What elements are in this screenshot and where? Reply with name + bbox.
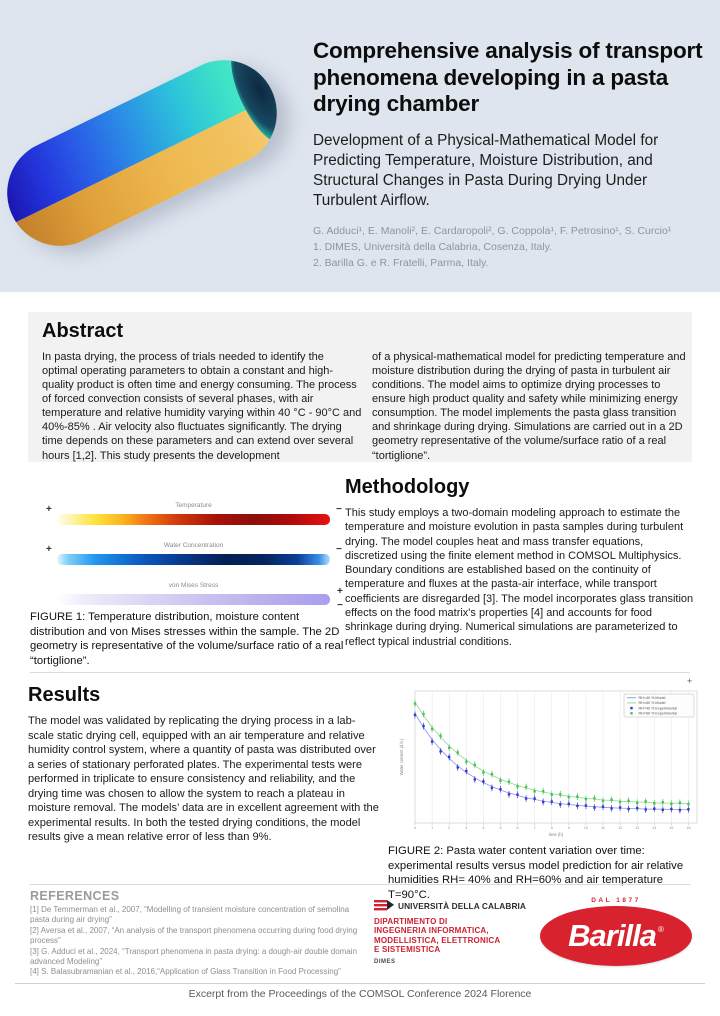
figure2-chart: 0 1 2 3 4 5 6 7 8 9 10 11 12 13 14 15 16 time (h) Water co… xyxy=(398,686,702,838)
abstract-heading: Abstract xyxy=(42,320,124,342)
svg-text:0: 0 xyxy=(414,826,416,830)
reference-item: [4] S. Balasubramanian et al., 2016,“App… xyxy=(30,967,341,977)
minus-sign: − xyxy=(336,504,342,515)
svg-text:11: 11 xyxy=(601,826,605,830)
svg-text:RH=40 % Experimental: RH=40 % Experimental xyxy=(639,706,678,710)
unical-logo-icon xyxy=(374,900,394,911)
figure1-colorbars: Temperature + − Water Concentration + − … xyxy=(30,495,350,611)
barilla-logo: DAL 1877 Barilla ® xyxy=(540,897,692,969)
figure1-bar-water-concentration xyxy=(57,554,330,565)
svg-text:14: 14 xyxy=(652,826,656,830)
svg-text:16: 16 xyxy=(686,826,690,830)
methodology-body: This study employs a two-domain modeling… xyxy=(345,507,694,648)
svg-text:13: 13 xyxy=(635,826,639,830)
svg-text:6: 6 xyxy=(517,826,519,830)
unical-dept-line: INGEGNERIA INFORMATICA, xyxy=(374,926,489,936)
svg-text:12: 12 xyxy=(618,826,622,830)
figure1-label-water: Water Concentration xyxy=(163,542,224,549)
svg-text:RH=60 % Experimental: RH=60 % Experimental xyxy=(639,712,678,716)
figure1-caption: FIGURE 1: Temperature distribution, mois… xyxy=(30,611,344,668)
svg-text:5: 5 xyxy=(499,826,501,830)
svg-text:time (h): time (h) xyxy=(549,832,564,837)
plus-sign: + xyxy=(337,586,343,597)
barilla-dal-1877: DAL 1877 xyxy=(591,897,641,904)
results-heading: Results xyxy=(28,684,101,706)
abstract-column-1: In pasta drying, the process of trials n… xyxy=(42,351,362,462)
svg-text:Water content (d.b.): Water content (d.b.) xyxy=(399,738,404,775)
barilla-wordmark: Barilla xyxy=(568,918,657,953)
section-divider xyxy=(30,884,690,885)
barilla-ellipse: Barilla ® xyxy=(540,906,692,966)
footer-text: Excerpt from the Proceedings of the COMS… xyxy=(188,988,532,1000)
minus-sign: − xyxy=(336,544,342,555)
affiliation-1: 1. DIMES, Università della Calabria, Cos… xyxy=(313,241,553,253)
svg-text:9: 9 xyxy=(568,826,570,830)
pasta-tube xyxy=(0,42,295,264)
unical-department: DIPARTIMENTO DI INGEGNERIA INFORMATICA, … xyxy=(374,917,536,955)
plus-sign: + xyxy=(46,504,52,515)
section-divider xyxy=(30,672,690,673)
abstract-column-2: of a physical-mathematical model for pre… xyxy=(372,351,686,462)
svg-text:3: 3 xyxy=(465,826,467,830)
poster-title: Comprehensive analysis of transport phen… xyxy=(313,38,703,117)
results-body: The model was validated by replicating t… xyxy=(28,715,379,844)
figure1-label-temperature: Temperature xyxy=(175,502,212,509)
references-list: [1] De Temmerman et al., 2007, “Modellin… xyxy=(30,905,362,978)
svg-text:10: 10 xyxy=(584,826,588,830)
unical-dept-line: MODELLISTICA, ELETTRONICA xyxy=(374,935,501,945)
reference-item: [3] G. Adduci et al., 2024, “Transport p… xyxy=(30,946,358,966)
svg-text:2: 2 xyxy=(448,826,450,830)
reference-item: [2] Aversa et al., 2007, “An analysis of… xyxy=(30,925,358,946)
affiliation-2: 2. Barilla G. e R. Fratelli, Parma, Ital… xyxy=(313,257,489,269)
plus-sign: + xyxy=(46,544,52,555)
header-band: Comprehensive analysis of transport phen… xyxy=(0,0,720,292)
unical-dept-line: DIPARTIMENTO DI xyxy=(374,917,448,926)
svg-text:8: 8 xyxy=(551,826,553,830)
methodology-heading: Methodology xyxy=(345,476,470,498)
reference-item: [1] De Temmerman et al., 2007, “Modellin… xyxy=(30,905,350,925)
figure1-bar-temperature xyxy=(57,514,330,525)
svg-text:RH=40 % Model: RH=40 % Model xyxy=(639,696,666,700)
poster-subtitle: Development of a Physical-Mathematical M… xyxy=(313,132,659,209)
references-heading: REFERENCES xyxy=(30,889,120,903)
unical-dimes: DIMES xyxy=(374,958,396,965)
minus-sign: − xyxy=(337,600,343,611)
svg-text:4: 4 xyxy=(482,826,484,830)
svg-text:7: 7 xyxy=(534,826,536,830)
svg-text:15: 15 xyxy=(669,826,673,830)
figure2-corner-mark: + xyxy=(687,676,693,686)
abstract-section: Abstract In pasta drying, the process of… xyxy=(28,312,692,462)
unical-name: UNIVERSITÀ DELLA CALABRIA xyxy=(398,901,527,911)
registered-mark-icon: ® xyxy=(657,924,664,934)
unical-dept-line: E SISTEMISTICA xyxy=(374,945,441,955)
pasta-3d-render xyxy=(0,16,304,282)
figure1-bar-von-mises xyxy=(57,594,330,605)
authors-line: G. Adduci¹, E. Manoli², E. Cardaropoli²,… xyxy=(313,225,672,237)
figure1-label-von-mises: von Mises Stress xyxy=(168,582,219,589)
figure2-caption: FIGURE 2: Pasta water content variation … xyxy=(388,845,684,902)
svg-text:1: 1 xyxy=(431,826,433,830)
footer-divider xyxy=(15,983,705,984)
unical-logo: UNIVERSITÀ DELLA CALABRIA DIPARTIMENTO D… xyxy=(374,899,536,965)
svg-text:RH=60 % Model: RH=60 % Model xyxy=(639,701,666,705)
